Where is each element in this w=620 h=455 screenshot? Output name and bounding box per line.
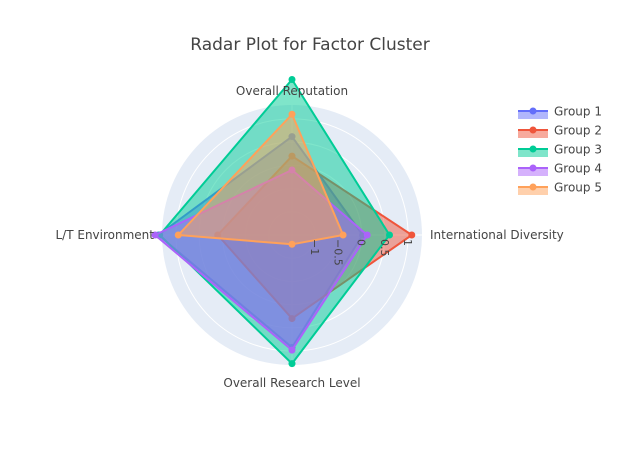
series-5-point[interactable] xyxy=(339,231,347,239)
legend-marker xyxy=(529,107,537,115)
radial-tick-label: 0.5 xyxy=(378,239,391,257)
legend-item-group-1[interactable]: Group 1 xyxy=(518,105,602,120)
axis-label: International Diversity xyxy=(430,228,564,242)
legend-swatch xyxy=(518,130,548,138)
series-2-point[interactable] xyxy=(408,231,416,239)
legend-swatch xyxy=(518,111,548,119)
legend-item-group-4[interactable]: Group 4 xyxy=(518,162,602,177)
legend-marker xyxy=(529,126,537,134)
legend-swatch xyxy=(518,149,548,157)
series-3-point[interactable] xyxy=(386,231,393,239)
legend-label: Group 5 xyxy=(554,181,602,195)
axis-label: Overall Research Level xyxy=(223,376,360,390)
legend-item-group-5[interactable]: Group 5 xyxy=(518,181,602,196)
legend-label: Group 1 xyxy=(554,105,602,119)
axis-label: L/T Environment xyxy=(56,228,155,242)
legend-swatch xyxy=(518,168,548,176)
legend-label: Group 3 xyxy=(554,143,602,157)
series-5-point[interactable] xyxy=(288,240,296,248)
radial-tick-labels: −1 −0.5 0 0.5 1 xyxy=(308,239,414,266)
chart-title: Radar Plot for Factor Cluster xyxy=(190,35,429,55)
legend-marker xyxy=(529,183,537,191)
legend[interactable]: Group 1 Group 2 Group 3 Group 4 Group 5 xyxy=(518,105,602,196)
series-5-point[interactable] xyxy=(174,231,182,239)
legend-item-group-3[interactable]: Group 3 xyxy=(518,143,602,158)
series-3-point[interactable] xyxy=(288,75,296,83)
radial-tick-label: −0.5 xyxy=(331,239,344,266)
legend-label: Group 2 xyxy=(554,124,602,138)
radial-tick-label: 1 xyxy=(401,239,414,246)
radar-traces xyxy=(151,75,416,368)
series-4-point[interactable] xyxy=(288,346,296,354)
angular-axis-labels: International Diversity Overall Reputatio… xyxy=(56,84,564,390)
legend-label: Group 4 xyxy=(554,162,602,176)
legend-swatch xyxy=(518,187,548,195)
axis-label: Overall Reputation xyxy=(236,84,348,98)
series-4-point[interactable] xyxy=(363,231,371,239)
series-3-point[interactable] xyxy=(288,360,296,368)
legend-item-group-2[interactable]: Group 2 xyxy=(518,124,602,139)
series-4-point[interactable] xyxy=(151,231,159,239)
series-5-point[interactable] xyxy=(288,110,296,118)
radial-tick-label: 0 xyxy=(355,239,368,246)
legend-marker xyxy=(529,145,537,153)
legend-marker xyxy=(529,164,537,172)
radial-tick-label: −1 xyxy=(308,239,321,255)
